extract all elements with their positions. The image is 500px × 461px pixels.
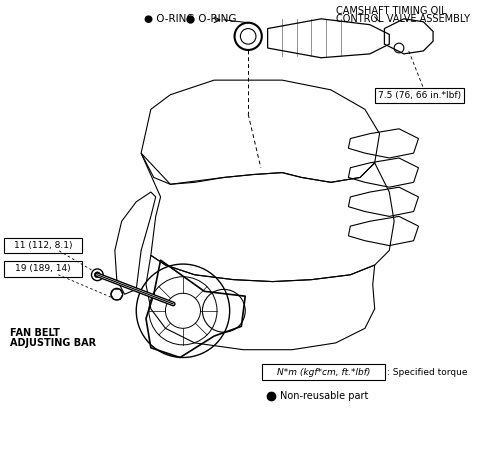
FancyBboxPatch shape [374, 88, 464, 104]
Text: CAMSHAFT TIMING OIL: CAMSHAFT TIMING OIL [336, 6, 446, 16]
Text: FAN BELT: FAN BELT [10, 328, 59, 338]
Text: 19 (189, 14): 19 (189, 14) [15, 265, 70, 273]
Text: O-RING: O-RING [194, 14, 236, 24]
Text: CONTROL VALVE ASSEMBLY: CONTROL VALVE ASSEMBLY [336, 14, 470, 24]
Text: 11 (112, 8.1): 11 (112, 8.1) [14, 241, 72, 250]
Text: N*m (kgf*cm, ft.*lbf): N*m (kgf*cm, ft.*lbf) [278, 367, 371, 377]
Text: ADJUSTING BAR: ADJUSTING BAR [10, 338, 96, 348]
FancyBboxPatch shape [4, 261, 82, 277]
Circle shape [94, 272, 100, 278]
Text: 7.5 (76, 66 in.*lbf): 7.5 (76, 66 in.*lbf) [378, 91, 461, 100]
Text: : Specified torque: : Specified torque [388, 367, 468, 377]
Text: ● O-RING: ● O-RING [144, 14, 194, 24]
Text: Non-reusable part: Non-reusable part [280, 391, 368, 402]
FancyBboxPatch shape [262, 364, 386, 380]
FancyBboxPatch shape [4, 238, 82, 254]
